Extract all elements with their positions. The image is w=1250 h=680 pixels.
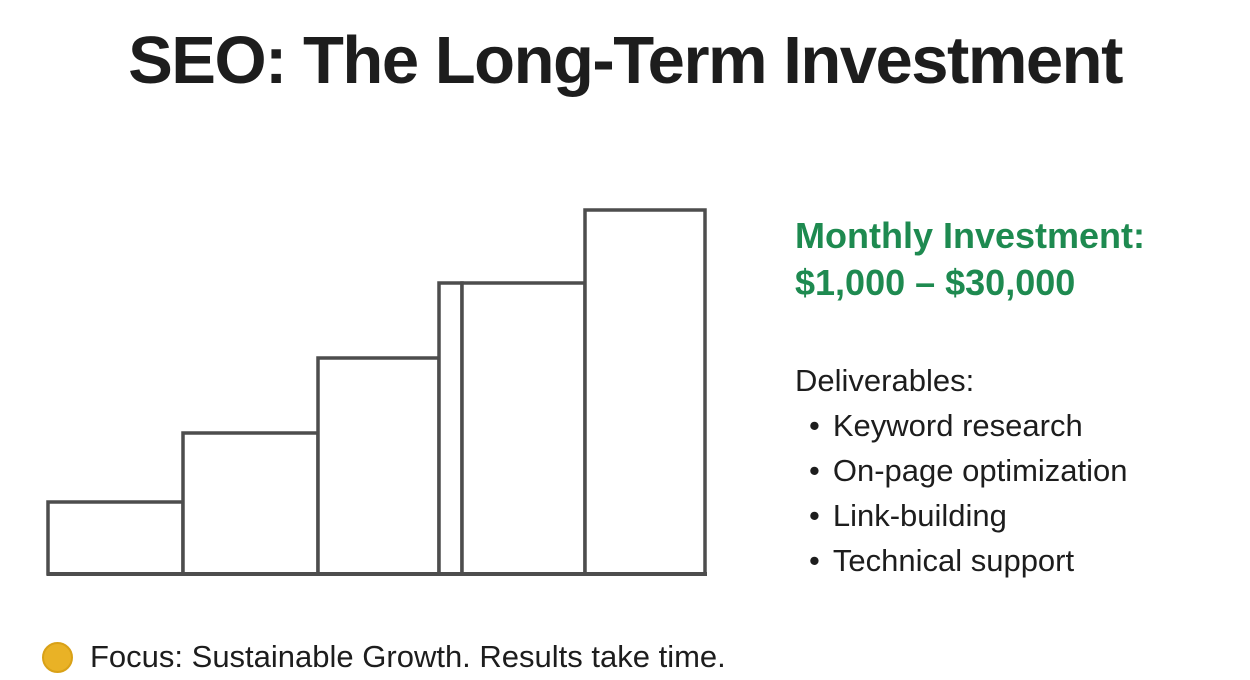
yellow-dot-icon xyxy=(42,641,73,673)
list-item-label: Keyword research xyxy=(832,408,1083,443)
bullet-glyph: • xyxy=(809,453,820,488)
investment-range: $1,000 – $30,000 xyxy=(795,262,1076,303)
right-column: Monthly Investment: $1,000 – $30,000 Del… xyxy=(795,212,1225,583)
list-item-label: Link-building xyxy=(832,498,1007,533)
bullet-glyph: • xyxy=(809,543,820,578)
list-item: • Keyword research xyxy=(795,403,1225,448)
page-title: SEO: The Long-Term Investment xyxy=(128,23,1123,98)
chart-bar xyxy=(437,281,464,576)
list-item-label: Technical support xyxy=(832,543,1075,578)
chart-bar xyxy=(316,356,441,576)
bullet-glyph: • xyxy=(809,498,820,533)
investment-heading: Monthly Investment: xyxy=(795,215,1146,256)
chart-bar xyxy=(181,431,320,576)
chart-bar xyxy=(460,281,587,576)
focus-line: Focus: Sustainable Growth. Results take … xyxy=(42,639,726,675)
bullet-glyph: • xyxy=(809,408,820,443)
deliverables-heading: Deliverables: xyxy=(795,363,975,398)
deliverables-list: • Keyword research • On-page optimization … xyxy=(795,403,1225,583)
chart-bar xyxy=(583,208,707,576)
list-item: • Link-building xyxy=(795,493,1225,538)
chart-bar xyxy=(46,500,185,576)
list-item-label: On-page optimization xyxy=(832,453,1128,488)
investment-block: Monthly Investment: $1,000 – $30,000 xyxy=(795,212,1225,306)
deliverables-block: Deliverables: • Keyword research • On-page… xyxy=(795,358,1225,583)
list-item: • Technical support xyxy=(795,538,1225,583)
focus-text: Focus: Sustainable Growth. Results take … xyxy=(90,639,726,674)
list-item: • On-page optimization xyxy=(795,448,1225,493)
